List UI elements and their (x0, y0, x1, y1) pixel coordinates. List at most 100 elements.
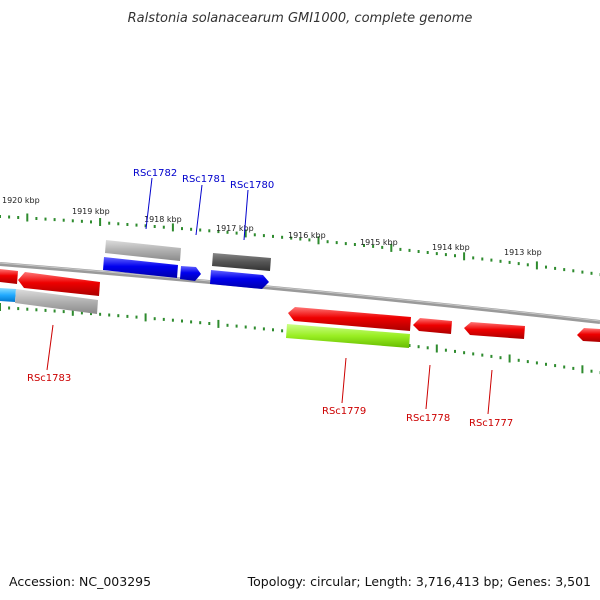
gene-red-edge-left[interactable] (0, 269, 18, 284)
minor-tick (572, 269, 575, 273)
leader-rsc1783 (46, 324, 54, 371)
gene-red-left[interactable] (18, 272, 100, 296)
minor-tick (217, 230, 220, 234)
minor-tick (499, 259, 502, 263)
minor-tick (590, 271, 593, 275)
gene-rsc1783-block[interactable] (15, 289, 98, 314)
minor-tick (281, 235, 284, 239)
leader-rsc1782 (145, 177, 153, 230)
minor-tick (162, 317, 165, 321)
minor-tick (426, 346, 429, 350)
gene-rsc1781-arrow[interactable] (180, 266, 201, 281)
minor-tick (199, 321, 202, 325)
minor-tick (126, 223, 129, 226)
gene-label-rsc1781[interactable]: RSc1781 (182, 174, 226, 185)
minor-tick (17, 216, 20, 219)
leader-rsc1781 (195, 184, 203, 236)
minor-tick (272, 234, 274, 238)
gene-rsc1782-arrow[interactable] (103, 257, 178, 278)
minor-tick (181, 227, 183, 231)
major-tick (144, 313, 147, 322)
minor-tick (71, 219, 74, 223)
minor-tick (563, 365, 566, 369)
major-tick (317, 236, 320, 245)
major-tick (244, 229, 247, 238)
gene-label-rsc1779[interactable]: RSc1779 (322, 406, 366, 417)
minor-tick (572, 366, 575, 370)
genome-backbone-highlight (0, 262, 600, 322)
minor-tick (108, 313, 111, 317)
minor-tick (517, 358, 520, 362)
genome-info-text: Topology: circular; Length: 3,716,413 bp… (247, 574, 591, 589)
kbp-label-1913: 1913 kbp (504, 248, 542, 257)
gene-rsc1777-arrow[interactable] (464, 322, 525, 339)
kbp-label-1915: 1915 kbp (360, 238, 398, 247)
minor-tick (444, 348, 447, 352)
scale-ticks-top (0, 213, 600, 277)
minor-tick (563, 268, 566, 272)
major-tick (508, 354, 511, 363)
kbp-label-1920: 1920 kbp (2, 196, 40, 205)
major-tick (435, 344, 438, 353)
major-tick (217, 319, 220, 328)
minor-tick (444, 253, 447, 257)
genome-title: Ralstonia solanacearum GMI1000, complete… (128, 11, 473, 26)
minor-tick (208, 322, 211, 325)
minor-tick (408, 344, 411, 347)
minor-tick (417, 250, 420, 253)
gene-green-block[interactable] (286, 324, 410, 348)
gene-red-edge-right[interactable] (577, 328, 600, 342)
minor-tick (135, 223, 138, 227)
minor-tick (144, 224, 147, 228)
minor-tick (472, 256, 475, 260)
gene-block-gray-upper[interactable] (105, 240, 181, 261)
minor-tick (126, 314, 129, 318)
minor-tick (554, 364, 557, 368)
minor-tick (590, 369, 593, 373)
gene-label-rsc1778[interactable]: RSc1778 (406, 413, 450, 424)
major-tick (463, 252, 466, 261)
minor-tick (490, 354, 493, 358)
minor-tick (235, 324, 238, 328)
major-tick (581, 365, 584, 374)
minor-tick (381, 245, 384, 249)
leader-rsc1777 (487, 369, 493, 415)
minor-tick (372, 244, 375, 248)
minor-tick (99, 312, 102, 316)
gene-rsc1778-arrow[interactable] (413, 318, 452, 334)
minor-tick (253, 233, 256, 237)
major-tick (390, 243, 393, 252)
minor-tick (526, 263, 529, 267)
minor-tick (90, 220, 92, 224)
gene-rsc1780-arrow[interactable] (210, 270, 269, 289)
minor-tick (117, 314, 120, 318)
minor-tick (454, 349, 456, 353)
kbp-label-1919: 1919 kbp (72, 207, 110, 216)
minor-tick (80, 311, 83, 315)
major-tick (171, 223, 174, 232)
minor-tick (171, 318, 174, 322)
minor-tick (508, 260, 511, 264)
major-tick (71, 307, 74, 316)
gene-label-rsc1777[interactable]: RSc1777 (469, 418, 513, 429)
minor-tick (363, 244, 365, 247)
gene-label-rsc1782[interactable]: RSc1782 (133, 168, 177, 179)
gene-block-darkgray[interactable] (212, 253, 271, 271)
minor-tick (190, 320, 193, 324)
kbp-label-1914: 1914 kbp (432, 243, 470, 252)
minor-tick (435, 252, 438, 256)
minor-tick (281, 329, 284, 333)
gene-label-rsc1783[interactable]: RSc1783 (27, 373, 71, 384)
minor-tick (490, 258, 493, 262)
gene-cyan-edge[interactable] (0, 288, 16, 302)
minor-tick (481, 353, 484, 357)
minor-tick (17, 307, 20, 311)
minor-tick (554, 266, 557, 270)
gene-rsc1779-arrow[interactable] (288, 307, 411, 331)
minor-tick (272, 328, 274, 332)
minor-tick (53, 309, 56, 313)
minor-tick (35, 217, 38, 220)
gene-label-rsc1780[interactable]: RSc1780 (230, 180, 274, 191)
